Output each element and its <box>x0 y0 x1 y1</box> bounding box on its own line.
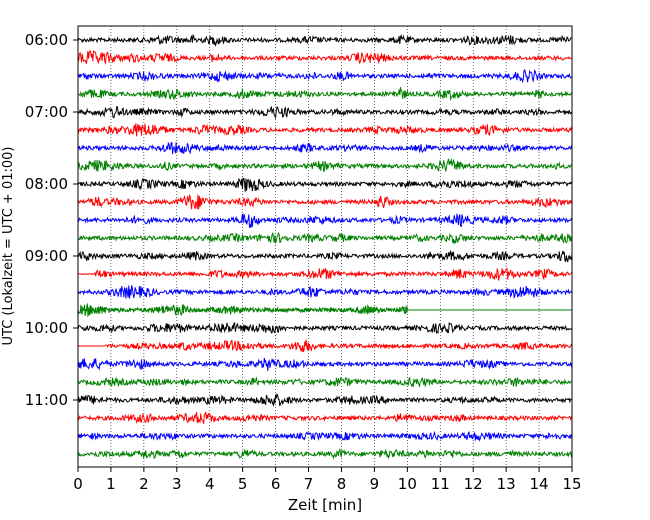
x-tick-label-2: 2 <box>139 475 149 493</box>
x-tick-label-5: 5 <box>238 475 248 493</box>
x-tick-label-11: 11 <box>431 475 450 493</box>
trace-0900 <box>77 249 573 263</box>
trace-0815 <box>77 194 573 210</box>
trace-0715 <box>77 123 573 137</box>
trace-1015 <box>104 339 573 353</box>
trace-1000 <box>77 321 573 335</box>
trace-1030 <box>77 357 573 371</box>
seismogram-traces <box>77 33 573 460</box>
y-tick-label-0: 06:00 <box>25 31 68 49</box>
x-tick-label-0: 0 <box>73 475 83 493</box>
x-tick-label-14: 14 <box>530 475 549 493</box>
x-tick-label-13: 13 <box>497 475 516 493</box>
y-tick-label-4: 10:00 <box>25 319 68 337</box>
trace-1145 <box>77 447 573 460</box>
trace-0930 <box>77 285 573 300</box>
x-tick-label-8: 8 <box>337 475 347 493</box>
x-tick-label-6: 6 <box>271 475 281 493</box>
y-axis-label: UTC (Lokalzeit = UTC + 01:00) <box>1 147 16 346</box>
trace-0645 <box>77 87 573 102</box>
trace-0830 <box>77 213 573 228</box>
trace-0845 <box>77 231 573 246</box>
trace-1100 <box>77 392 573 407</box>
y-tick-label-5: 11:00 <box>25 391 68 409</box>
x-tick-label-15: 15 <box>562 475 581 493</box>
x-tick-label-9: 9 <box>370 475 380 493</box>
trace-1045 <box>77 376 573 388</box>
trace-0800 <box>77 177 573 192</box>
trace-1115 <box>77 411 573 424</box>
x-tick-label-10: 10 <box>398 475 417 493</box>
x-tick-label-7: 7 <box>304 475 314 493</box>
y-tick-label-3: 09:00 <box>25 247 68 265</box>
trace-0745 <box>77 158 573 172</box>
trace-0700 <box>77 105 573 120</box>
x-tick-label-12: 12 <box>464 475 483 493</box>
x-tick-label-4: 4 <box>205 475 215 493</box>
x-tick-label-3: 3 <box>172 475 182 493</box>
y-tick-label-2: 08:00 <box>25 175 68 193</box>
trace-1130 <box>77 430 573 442</box>
plot-frame <box>77 25 573 468</box>
y-axis-ticks: 06:00 07:00 08:00 09:00 10:00 11:00 <box>25 31 78 409</box>
x-tick-label-1: 1 <box>106 475 116 493</box>
x-axis-ticks: 0 1 2 3 4 5 6 7 8 9 10 11 12 13 14 15 <box>73 467 582 493</box>
trace-0945 <box>77 302 408 318</box>
x-axis-label: Zeit [min] <box>288 496 362 514</box>
trace-0615 <box>77 49 573 65</box>
y-tick-label-1: 07:00 <box>25 103 68 121</box>
trace-0915 <box>77 267 573 281</box>
trace-0730 <box>77 141 573 155</box>
trace-0630 <box>77 68 573 84</box>
trace-0600 <box>77 33 573 48</box>
